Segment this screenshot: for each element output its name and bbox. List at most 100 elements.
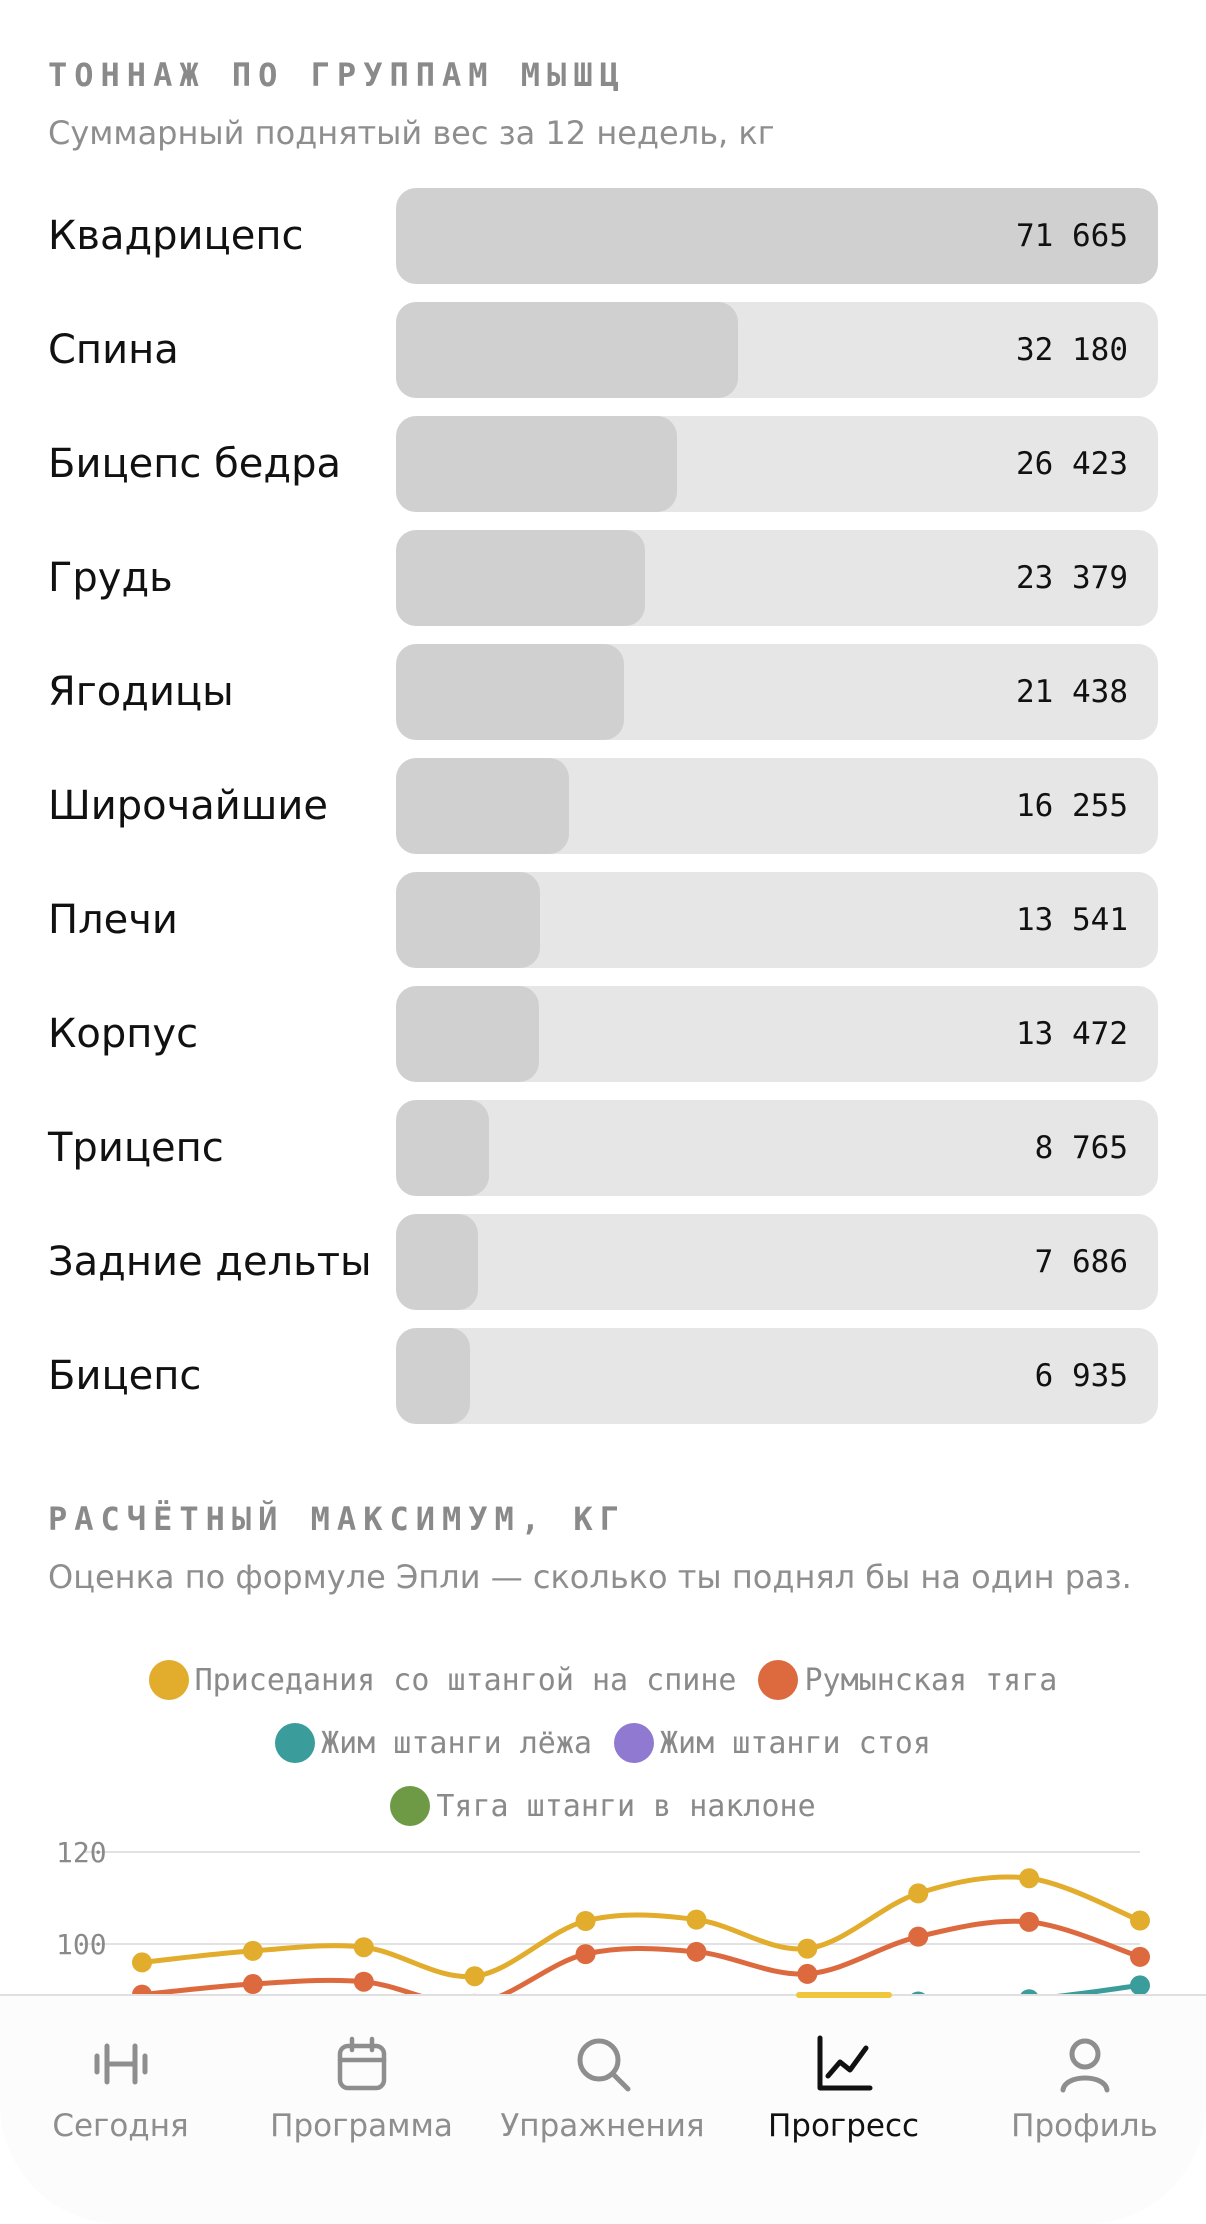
barbell-icon: [94, 2043, 147, 2085]
data-point[interactable]: [1019, 1868, 1040, 1889]
legend-dot: [148, 1660, 189, 1700]
tab-profile[interactable]: Профиль: [964, 1996, 1205, 2196]
tonnage-row: Грудь 23 379: [0, 530, 1206, 626]
tonnage-value: 23 379: [1016, 560, 1128, 596]
muscle-group-label: Плечи: [48, 897, 178, 943]
data-point[interactable]: [353, 1937, 374, 1958]
data-point[interactable]: [1130, 1946, 1150, 1967]
muscle-group-label: Корпус: [48, 1011, 199, 1057]
tonnage-subtitle: Суммарный поднятый вес за 12 недель, кг: [48, 114, 775, 152]
tab-progress[interactable]: Прогресс: [723, 1992, 964, 2196]
tonnage-row: Широчайшие 16 255: [0, 758, 1206, 854]
tonnage-row: Бицепс бедра 26 423: [0, 416, 1206, 512]
tonnage-bar-track: 16 255: [396, 758, 1158, 854]
legend-item-rdl[interactable]: Румынская тяга: [758, 1660, 1057, 1700]
muscle-group-label: Бицепс бедра: [48, 441, 341, 487]
tonnage-bar-track: 13 472: [396, 986, 1158, 1082]
tonnage-row: Корпус 13 472: [0, 986, 1206, 1082]
legend-item-bench[interactable]: Жим штанги лёжа: [275, 1723, 592, 1763]
tonnage-value: 13 472: [1016, 1016, 1128, 1052]
tonnage-bar-track: 21 438: [396, 644, 1158, 740]
tab-label: Упражнения: [500, 2108, 705, 2144]
data-point[interactable]: [242, 1974, 263, 1995]
onerm-line-chart: 120 100: [56, 1836, 1150, 2014]
tonnage-value: 7 686: [1034, 1244, 1128, 1280]
onerm-subtitle: Оценка по формуле Эпли — сколько ты подн…: [48, 1558, 1132, 1596]
tonnage-bar-fill: [396, 188, 1158, 284]
tonnage-value: 32 180: [1016, 332, 1128, 368]
legend-label: Жим штанги лёжа: [321, 1725, 592, 1761]
data-point[interactable]: [242, 1940, 263, 1961]
legend-dot: [614, 1723, 654, 1763]
muscle-group-label: Квадрицепс: [48, 213, 304, 259]
tonnage-row: Плечи 13 541: [0, 872, 1206, 968]
tonnage-bar-track: 8 765: [396, 1100, 1158, 1196]
legend-label: Румынская тяга: [804, 1662, 1058, 1698]
data-point[interactable]: [908, 1883, 929, 1904]
tonnage-bar-fill: [396, 1328, 470, 1424]
data-point[interactable]: [1019, 1911, 1040, 1932]
tonnage-bar-fill: [396, 416, 677, 512]
tonnage-bar-track: 6 935: [396, 1328, 1158, 1424]
tonnage-bar-fill: [396, 644, 624, 740]
data-point[interactable]: [132, 1952, 152, 1973]
tonnage-value: 13 541: [1016, 902, 1128, 938]
tonnage-value: 71 665: [1016, 218, 1128, 254]
calendar-icon: [337, 2036, 386, 2091]
search-icon: [577, 2038, 630, 2092]
tonnage-value: 8 765: [1034, 1130, 1128, 1166]
tab-exercises[interactable]: Упражнения: [482, 1996, 723, 2196]
legend-dot: [758, 1660, 799, 1700]
data-point[interactable]: [353, 1971, 374, 1992]
tonnage-value: 21 438: [1016, 674, 1128, 710]
tonnage-row: Квадрицепс 71 665: [0, 188, 1206, 284]
muscle-group-label: Бицепс: [48, 1353, 202, 1399]
legend-label: Приседания со штангой на спине: [194, 1662, 737, 1698]
data-point[interactable]: [686, 1941, 707, 1962]
data-point[interactable]: [797, 1963, 818, 1984]
muscle-group-label: Спина: [48, 327, 179, 373]
onerm-title: РАСЧЁТНЫЙ МАКСИМУМ, КГ: [48, 1500, 626, 1538]
data-point[interactable]: [1130, 1975, 1150, 1996]
data-point[interactable]: [686, 1909, 707, 1930]
legend-item-squat[interactable]: Приседания со штангой на спине: [148, 1660, 737, 1700]
tonnage-bar-track: 23 379: [396, 530, 1158, 626]
bottom-tab-bar: Сегодня Программа Упражнения: [0, 1992, 1206, 2224]
profile-icon: [1060, 2038, 1109, 2093]
data-point[interactable]: [575, 1944, 596, 1965]
muscle-group-label: Широчайшие: [48, 783, 328, 829]
tonnage-bar-track: 26 423: [396, 416, 1158, 512]
legend-dot: [390, 1786, 431, 1826]
tonnage-bar-track: 13 541: [396, 872, 1158, 968]
tonnage-row: Бицепс 6 935: [0, 1328, 1206, 1424]
tab-program[interactable]: Программа: [241, 1996, 482, 2196]
tonnage-row: Задние дельты 7 686: [0, 1214, 1206, 1310]
tab-label: Прогресс: [767, 2108, 920, 2144]
data-point[interactable]: [575, 1911, 596, 1931]
tonnage-row: Спина 32 180: [0, 302, 1206, 398]
series-line: [141, 1874, 1141, 1980]
legend-label: Жим штанги стоя: [660, 1725, 931, 1761]
legend-item-ohp[interactable]: Жим штанги стоя: [614, 1723, 931, 1763]
tab-label: Профиль: [1011, 2108, 1158, 2144]
tonnage-bar-fill: [396, 302, 738, 398]
tonnage-bar-fill: [396, 986, 539, 1082]
data-point[interactable]: [1130, 1910, 1150, 1931]
data-point[interactable]: [908, 1926, 929, 1947]
legend-item-row[interactable]: Тяга штанги в наклоне: [390, 1786, 816, 1826]
tonnage-value: 16 255: [1016, 788, 1128, 824]
tonnage-bar-track: 32 180: [396, 302, 1158, 398]
tab-today[interactable]: Сегодня: [0, 1996, 241, 2196]
data-point[interactable]: [464, 1966, 485, 1987]
muscle-group-label: Задние дельты: [48, 1239, 372, 1285]
legend-label: Тяга штанги в наклоне: [436, 1788, 816, 1824]
y-tick-label: 120: [56, 1836, 107, 1869]
muscle-group-label: Грудь: [48, 555, 173, 601]
tonnage-title: ТОННАЖ ПО ГРУППАМ МЫШЦ: [48, 56, 626, 94]
tonnage-value: 6 935: [1034, 1358, 1128, 1394]
data-point[interactable]: [797, 1938, 818, 1959]
muscle-group-label: Ягодицы: [48, 669, 234, 715]
tonnage-bar-fill: [396, 758, 569, 854]
tonnage-row: Ягодицы 21 438: [0, 644, 1206, 740]
